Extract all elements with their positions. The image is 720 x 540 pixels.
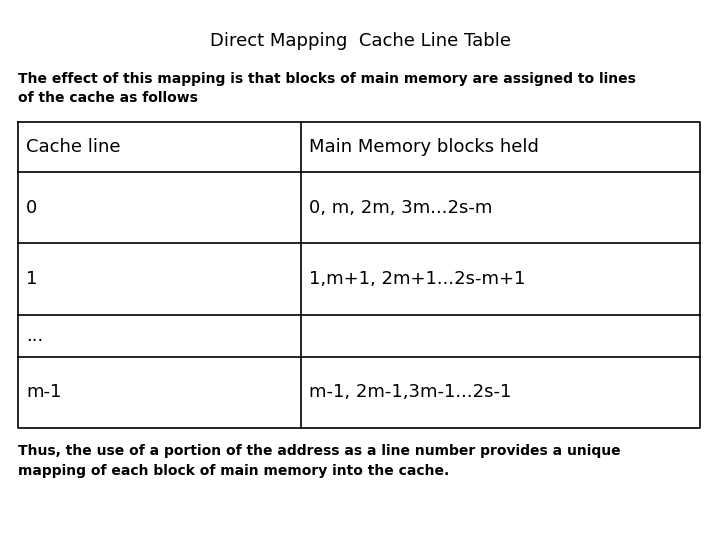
Text: Direct Mapping  Cache Line Table: Direct Mapping Cache Line Table xyxy=(210,32,510,50)
Text: 1,m+1, 2m+1...2s-m+1: 1,m+1, 2m+1...2s-m+1 xyxy=(309,270,526,288)
Text: m-1, 2m-1,3m-1...2s-1: m-1, 2m-1,3m-1...2s-1 xyxy=(309,383,511,401)
Text: Main Memory blocks held: Main Memory blocks held xyxy=(309,138,539,156)
Text: 0, m, 2m, 3m...2s-m: 0, m, 2m, 3m...2s-m xyxy=(309,199,492,217)
Text: The effect of this mapping is that blocks of main memory are assigned to lines
o: The effect of this mapping is that block… xyxy=(18,72,636,105)
Text: m-1: m-1 xyxy=(26,383,61,401)
Text: Thus, the use of a portion of the address as a line number provides a unique
map: Thus, the use of a portion of the addres… xyxy=(18,444,621,477)
Text: Cache line: Cache line xyxy=(26,138,120,156)
Text: ...: ... xyxy=(26,327,43,345)
Text: 1: 1 xyxy=(26,270,37,288)
Text: 0: 0 xyxy=(26,199,37,217)
